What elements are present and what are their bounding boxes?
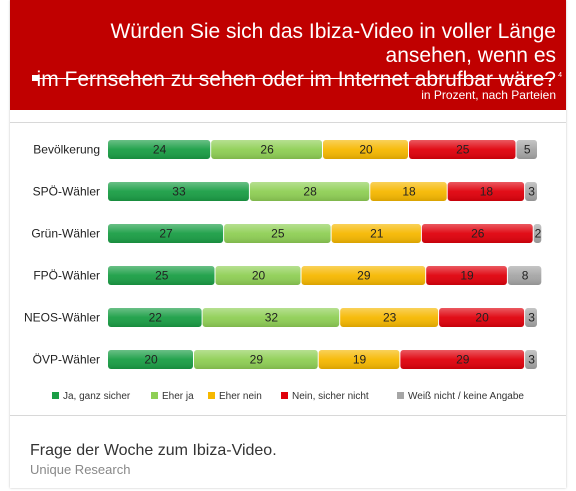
legend-swatch-nein-sicher-nicht (281, 392, 288, 399)
bar-gloss-neos-waehler-weiss-nicht-keine-angabe (525, 308, 537, 327)
bar-gloss-neos-waehler-ja-ganz-sicher (108, 308, 202, 327)
bar-gloss-spoe-waehler-nein-sicher-nicht (447, 182, 525, 201)
bar-gloss-gruen-waehler-nein-sicher-nicht (421, 224, 533, 243)
value-label-gruen-waehler-eher-nein: 21 (370, 227, 384, 241)
value-label-oevp-waehler-nein-sicher-nicht: 29 (456, 353, 470, 367)
footer-source: Unique Research (30, 462, 131, 477)
category-label-neos-waehler: NEOS-Wähler (24, 311, 100, 325)
bar-gloss-oevp-waehler-eher-ja (194, 350, 318, 369)
legend-swatch-weiss-nicht-keine-angabe (397, 392, 404, 399)
category-label-gruen-waehler: Grün-Wähler (31, 227, 100, 241)
footer-caption: Frage der Woche zum Ibiza-Video. (30, 442, 277, 459)
chart-card: Würden Sie sich das Ibiza-Video in volle… (10, 0, 566, 488)
bar-gloss-spoe-waehler-weiss-nicht-keine-angabe (525, 182, 537, 201)
legend-label-nein-sicher-nicht: Nein, sicher nicht (292, 391, 369, 402)
value-label-gruen-waehler-weiss-nicht-keine-angabe: 2 (535, 227, 542, 241)
bar-gloss-gruen-waehler-weiss-nicht-keine-angabe (533, 224, 542, 243)
chart-title-line-1: Würden Sie sich das Ibiza-Video in volle… (110, 20, 556, 67)
value-label-neos-waehler-nein-sicher-nicht: 20 (475, 311, 489, 325)
value-label-spoe-waehler-eher-nein: 18 (402, 185, 416, 199)
chart-header: Würden Sie sich das Ibiza-Video in volle… (10, 0, 566, 110)
value-label-bevoelkerung-weiss-nicht-keine-angabe: 5 (524, 143, 531, 157)
value-label-oevp-waehler-eher-ja: 29 (250, 353, 264, 367)
bar-gloss-neos-waehler-eher-ja (202, 308, 340, 327)
bar-gloss-gruen-waehler-eher-nein (331, 224, 421, 243)
chart-subtitle: in Prozent, nach Parteien (421, 88, 556, 102)
chart-title: Würden Sie sich das Ibiza-Video in volle… (26, 20, 556, 92)
category-label-oevp-waehler: ÖVP-Wähler (33, 353, 100, 367)
bar-gloss-bevoelkerung-ja-ganz-sicher (108, 140, 211, 159)
bar-gloss-neos-waehler-eher-nein (340, 308, 439, 327)
bar-gloss-oevp-waehler-nein-sicher-nicht (400, 350, 525, 369)
legend-swatch-eher-nein (208, 392, 215, 399)
bar-gloss-gruen-waehler-ja-ganz-sicher (108, 224, 224, 243)
legend-label-eher-ja: Eher ja (162, 391, 194, 402)
value-label-fpoe-waehler-eher-ja: 20 (252, 269, 266, 283)
legend-label-eher-nein: Eher nein (219, 391, 262, 402)
value-label-fpoe-waehler-ja-ganz-sicher: 25 (155, 269, 169, 283)
bar-gloss-bevoelkerung-eher-ja (211, 140, 322, 159)
legend-swatch-ja-ganz-sicher (52, 392, 59, 399)
value-label-fpoe-waehler-nein-sicher-nicht: 19 (460, 269, 474, 283)
legend-label-weiss-nicht-keine-angabe: Weiß nicht / keine Angabe (408, 391, 524, 402)
value-label-oevp-waehler-ja-ganz-sicher: 20 (144, 353, 158, 367)
value-label-spoe-waehler-ja-ganz-sicher: 33 (172, 185, 186, 199)
bar-gloss-oevp-waehler-weiss-nicht-keine-angabe (525, 350, 537, 369)
bar-gloss-gruen-waehler-eher-ja (224, 224, 331, 243)
page-number: 4 (558, 72, 562, 79)
category-label-spoe-waehler: SPÖ-Wähler (33, 185, 100, 199)
value-label-gruen-waehler-ja-ganz-sicher: 27 (159, 227, 173, 241)
bar-gloss-spoe-waehler-ja-ganz-sicher (108, 182, 249, 201)
chart-title-line-2: im Fernsehen zu sehen oder im Internet a… (36, 68, 556, 91)
bar-gloss-fpoe-waehler-ja-ganz-sicher (108, 266, 215, 285)
bar-gloss-oevp-waehler-eher-nein (318, 350, 400, 369)
value-label-oevp-waehler-weiss-nicht-keine-angabe: 3 (528, 353, 535, 367)
bar-gloss-bevoelkerung-weiss-nicht-keine-angabe (516, 140, 537, 159)
legend-swatch-eher-ja (151, 392, 158, 399)
bar-gloss-fpoe-waehler-eher-nein (301, 266, 426, 285)
value-label-fpoe-waehler-eher-nein: 29 (357, 269, 371, 283)
chart-legend: Ja, ganz sicher Eher ja Eher nein Nein, sic… (52, 391, 524, 402)
value-label-bevoelkerung-ja-ganz-sicher: 24 (153, 143, 167, 157)
value-label-spoe-waehler-nein-sicher-nicht: 18 (480, 185, 494, 199)
value-label-neos-waehler-ja-ganz-sicher: 22 (149, 311, 163, 325)
value-label-neos-waehler-eher-ja: 32 (265, 311, 279, 325)
value-label-oevp-waehler-eher-nein: 19 (353, 353, 367, 367)
value-label-gruen-waehler-nein-sicher-nicht: 26 (471, 227, 485, 241)
bar-gloss-oevp-waehler-ja-ganz-sicher (108, 350, 193, 369)
bar-gloss-neos-waehler-nein-sicher-nicht (439, 308, 525, 327)
value-label-bevoelkerung-nein-sicher-nicht: 25 (456, 143, 470, 157)
bar-gloss-spoe-waehler-eher-ja (249, 182, 370, 201)
value-label-gruen-waehler-eher-ja: 25 (271, 227, 285, 241)
bar-gloss-bevoelkerung-nein-sicher-nicht (409, 140, 516, 159)
legend-label-ja-ganz-sicher: Ja, ganz sicher (63, 391, 131, 402)
header-rule (34, 78, 554, 79)
value-label-spoe-waehler-weiss-nicht-keine-angabe: 3 (528, 185, 535, 199)
bar-gloss-fpoe-waehler-eher-ja (215, 266, 301, 285)
value-label-spoe-waehler-eher-ja: 28 (303, 185, 317, 199)
bar-gloss-fpoe-waehler-weiss-nicht-keine-angabe (507, 266, 542, 285)
value-label-neos-waehler-weiss-nicht-keine-angabe: 3 (528, 311, 535, 325)
category-label-bevoelkerung: Bevölkerung (33, 143, 100, 157)
value-label-fpoe-waehler-weiss-nicht-keine-angabe: 8 (522, 269, 529, 283)
bar-gloss-spoe-waehler-eher-nein (370, 182, 447, 201)
bar-gloss-bevoelkerung-eher-nein (323, 140, 408, 159)
bar-gloss-fpoe-waehler-nein-sicher-nicht (426, 266, 507, 285)
value-label-bevoelkerung-eher-nein: 20 (359, 143, 373, 157)
category-label-fpoe-waehler: FPÖ-Wähler (33, 269, 100, 283)
chart-frame: Bevölkerung 24 26 20 25 5 SPÖ-Wähler 33 28 18 18 3 G… (10, 122, 566, 416)
value-label-bevoelkerung-eher-ja: 26 (260, 143, 274, 157)
value-label-neos-waehler-eher-nein: 23 (383, 311, 397, 325)
